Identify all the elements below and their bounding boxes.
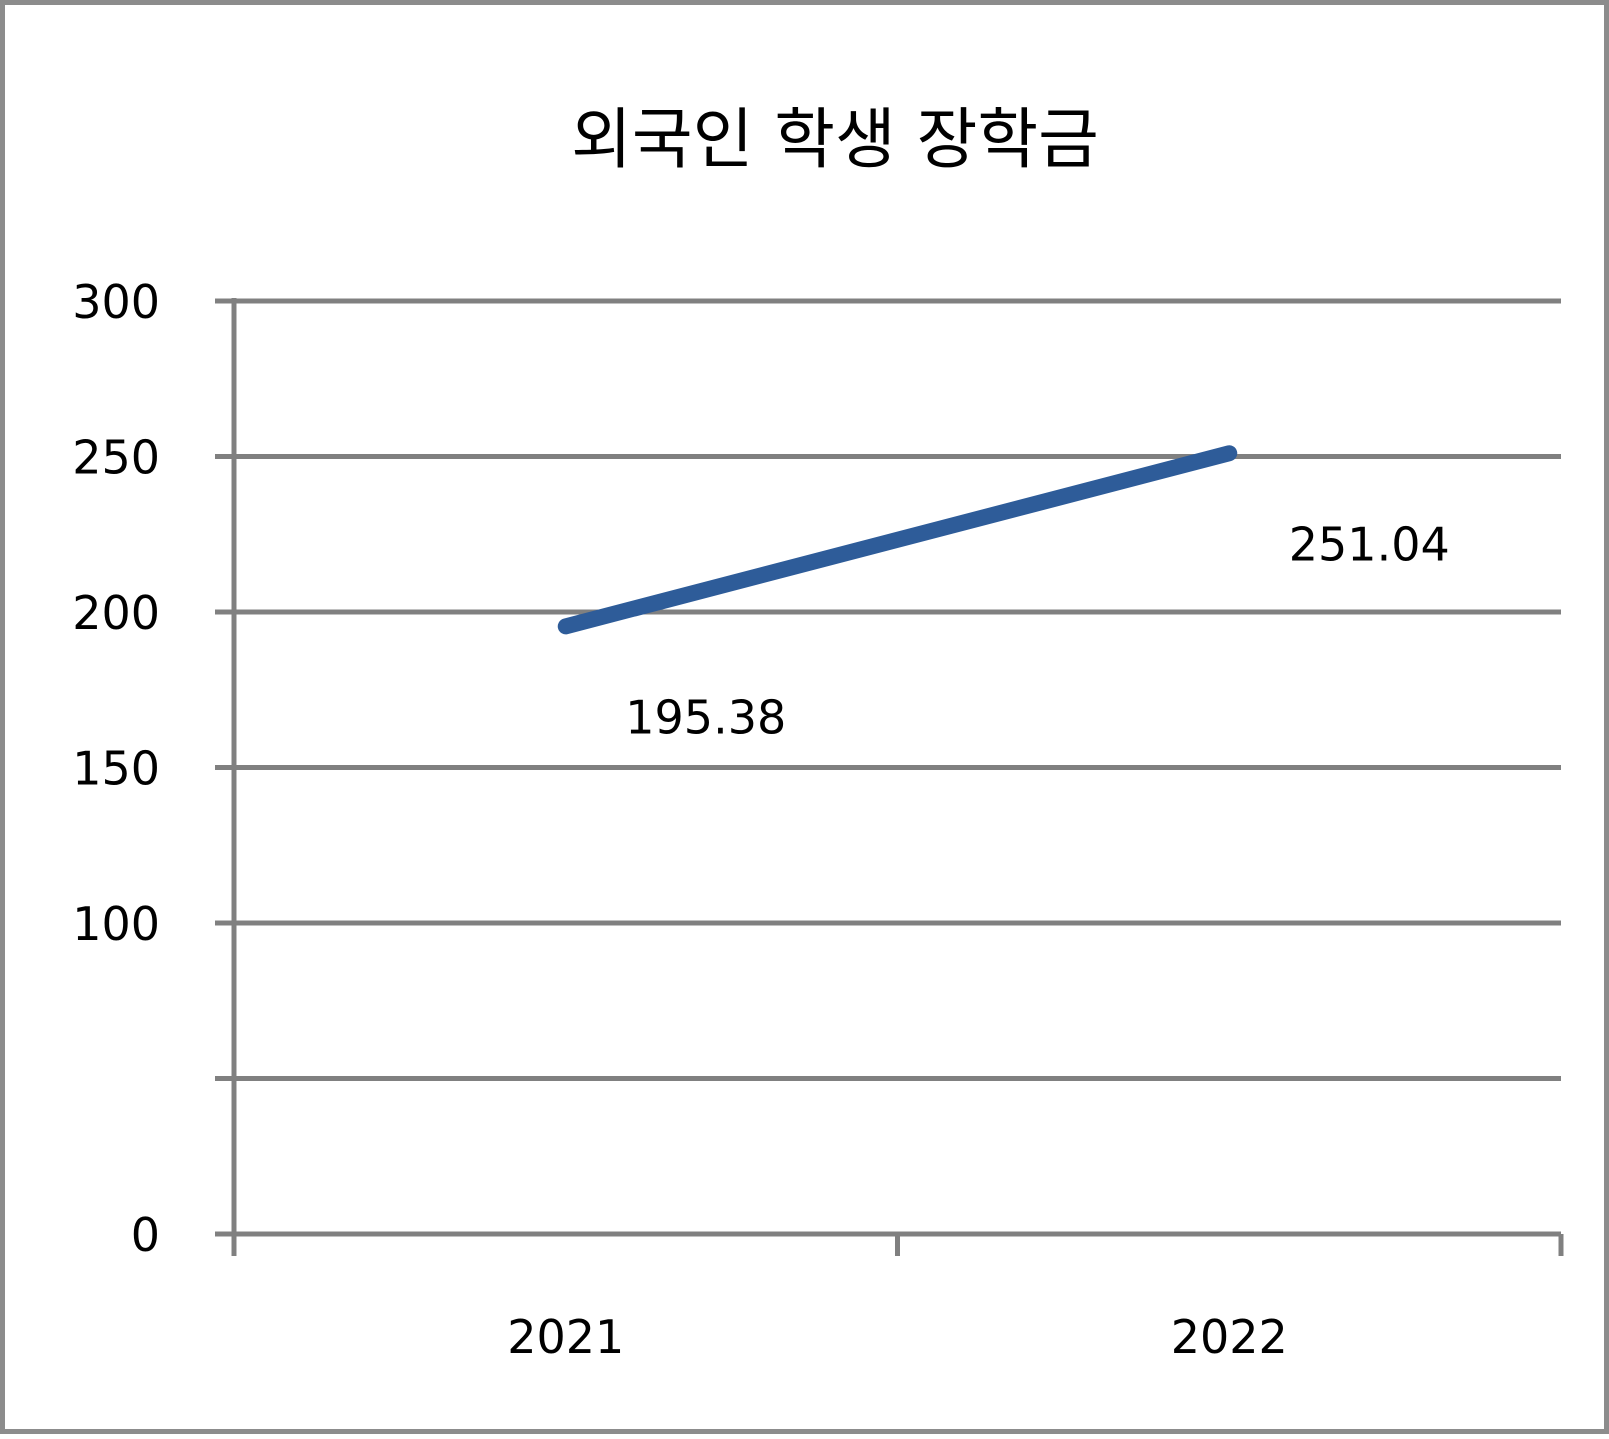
- y-tick-label-300: 300: [72, 275, 160, 329]
- x-tick-label-2021: 2021: [507, 1310, 624, 1364]
- series-lines: [557, 445, 1238, 635]
- data-labels: 195.38 251.04: [625, 517, 1449, 744]
- y-tick-label-150: 150: [72, 742, 160, 796]
- series-line-0: [557, 445, 1238, 635]
- line-chart: 외국인 학생 장학금 0 100 150 200 250 300 2021 2022 195…: [72, 101, 1564, 1364]
- data-label-2021: 195.38: [625, 690, 786, 744]
- gridlines: [215, 298, 1561, 1237]
- axes: [231, 298, 1564, 1256]
- x-tick-label-2022: 2022: [1171, 1310, 1288, 1364]
- y-tick-label-0: 0: [131, 1208, 160, 1262]
- y-tick-label-100: 100: [72, 897, 160, 951]
- y-axis-tick-labels: 0 100 150 200 250 300: [72, 275, 160, 1262]
- data-label-2022: 251.04: [1289, 517, 1450, 571]
- y-tick-label-200: 200: [72, 586, 160, 640]
- y-tick-label-250: 250: [72, 431, 160, 485]
- chart-title: 외국인 학생 장학금: [571, 101, 1099, 178]
- x-axis-tick-labels: 2021 2022: [507, 1310, 1288, 1364]
